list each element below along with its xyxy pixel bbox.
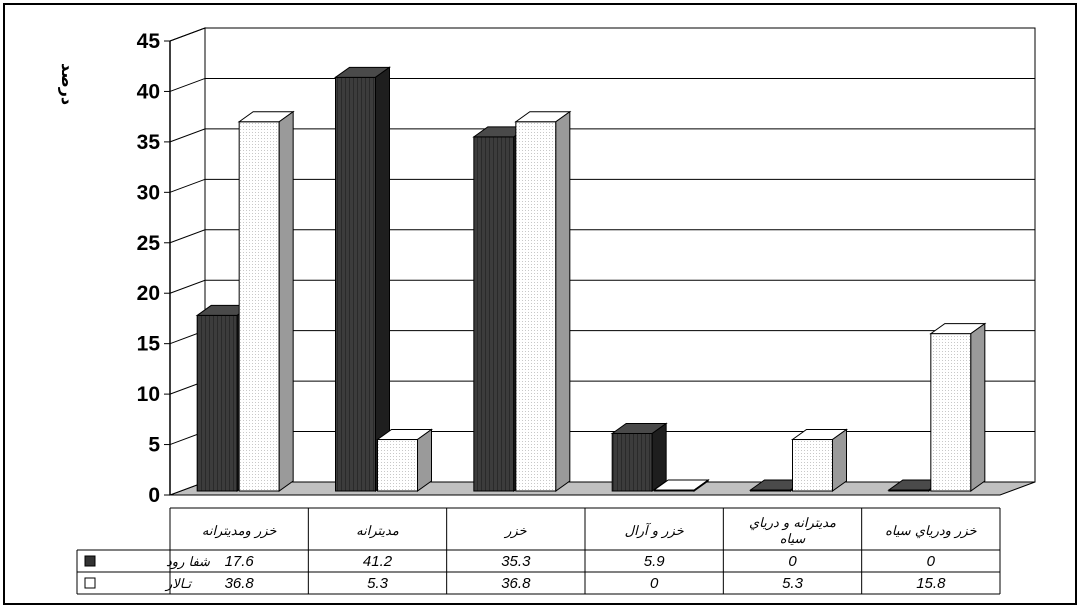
bar-front	[792, 439, 833, 492]
bar-front	[473, 136, 515, 492]
gridline	[169, 279, 1035, 294]
category-label: خزر ومديترانه	[202, 524, 278, 539]
y-tick-label: 45	[137, 30, 161, 53]
bar-chart: 0 5 10 15 20 25 30 35 40 45 خزر ومديترانه مديترانه…	[58, 27, 1036, 595]
data-label: 36.8	[501, 575, 531, 592]
bar-side	[970, 322, 986, 492]
bar-side	[375, 66, 390, 492]
gridline	[169, 178, 1035, 193]
data-label: 5.9	[644, 553, 666, 570]
category-label: خزر ودرياي سياه	[885, 524, 977, 539]
bar-front	[611, 432, 653, 492]
gridline	[169, 27, 1035, 42]
bar	[652, 479, 710, 492]
y-tick-label: 20	[137, 282, 160, 305]
y-tick-label: 5	[148, 434, 160, 457]
bar-side	[555, 110, 571, 492]
bar-side	[832, 428, 847, 492]
bar-front	[196, 314, 238, 492]
category-label: خزر و آرال	[625, 522, 685, 539]
bar	[790, 428, 849, 492]
gridline	[169, 229, 1035, 244]
y-tick-label: 35	[137, 131, 161, 154]
bar	[333, 66, 392, 492]
gridlines	[169, 27, 1035, 446]
data-label: 36.8	[225, 575, 255, 592]
legend-label: تـالار	[164, 577, 192, 592]
y-tick-label: 0	[148, 484, 160, 507]
bar	[375, 428, 434, 492]
bar-side	[693, 479, 709, 492]
data-table: خزر ومديترانه مديترانه خزر خزر و آرال مديترا…	[76, 507, 1001, 595]
data-label: 5.3	[367, 575, 389, 592]
data-label: 0	[927, 553, 936, 570]
bar	[514, 110, 572, 492]
bar-front	[930, 333, 972, 492]
bar-front	[515, 121, 557, 492]
bar	[929, 322, 987, 492]
gridline	[169, 128, 1035, 143]
bars	[195, 66, 987, 492]
legend-key	[84, 555, 96, 567]
chart-background	[169, 27, 1036, 496]
y-tick-label: 10	[137, 383, 160, 406]
data-label: 15.8	[916, 575, 946, 592]
bar	[237, 110, 295, 492]
legend-key	[84, 577, 96, 589]
bar-side	[278, 110, 294, 492]
chart-back-wall	[204, 27, 1036, 483]
bar-front	[238, 121, 280, 492]
data-label: 5.3	[782, 575, 804, 592]
category-label: مديترانه	[356, 524, 399, 539]
y-tick-label: 15	[137, 333, 161, 356]
y-axis-label: درصد	[58, 63, 77, 105]
data-label: 0	[650, 575, 659, 592]
legend-label: شفا رود	[166, 555, 211, 570]
bar-front	[335, 76, 376, 492]
bar	[610, 422, 668, 492]
category-label: خزر	[503, 524, 527, 539]
chart-frame: 0 5 10 15 20 25 30 35 40 45 خزر ومديترانه مديترانه…	[3, 3, 1077, 605]
data-label: 35.3	[501, 553, 531, 570]
y-tick-label: 40	[137, 80, 160, 103]
data-label: 17.6	[225, 553, 255, 570]
gridline	[169, 77, 1035, 92]
data-label: 41.2	[363, 553, 393, 570]
category-label: مديترانه و درياي سياه	[749, 516, 836, 547]
data-label: 0	[788, 553, 797, 570]
y-tick-label: 30	[137, 181, 160, 204]
y-tick-label: 25	[137, 232, 161, 255]
y-axis: 0 5 10 15 20 25 30 35 40 45	[137, 30, 171, 507]
bar-front	[377, 439, 418, 492]
bar-side	[651, 422, 667, 492]
bar-side	[417, 428, 432, 492]
